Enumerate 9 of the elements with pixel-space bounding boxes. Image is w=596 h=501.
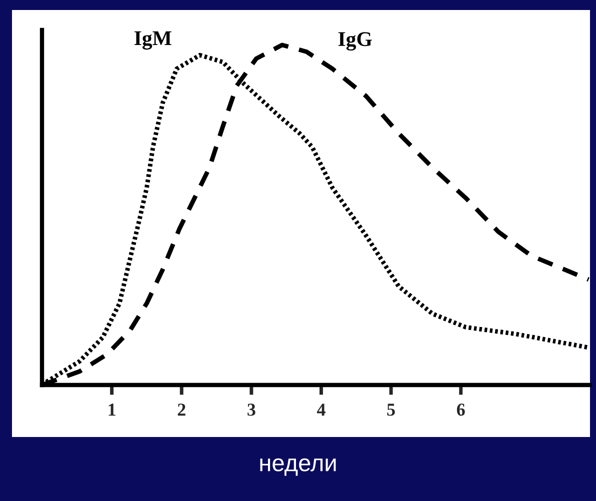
x-tick-label: 3 (248, 404, 256, 416)
x-axis-title: недели (260, 458, 336, 476)
x-tick-label: 4 (316, 404, 326, 416)
series-label: IgM (134, 31, 172, 50)
x-tick-label: 6 (456, 404, 465, 416)
x-tick-label: 5 (387, 404, 395, 416)
series-label: IgG (338, 32, 372, 51)
x-tick-label: 2 (178, 404, 186, 416)
x-tick-label: 1 (108, 404, 116, 416)
